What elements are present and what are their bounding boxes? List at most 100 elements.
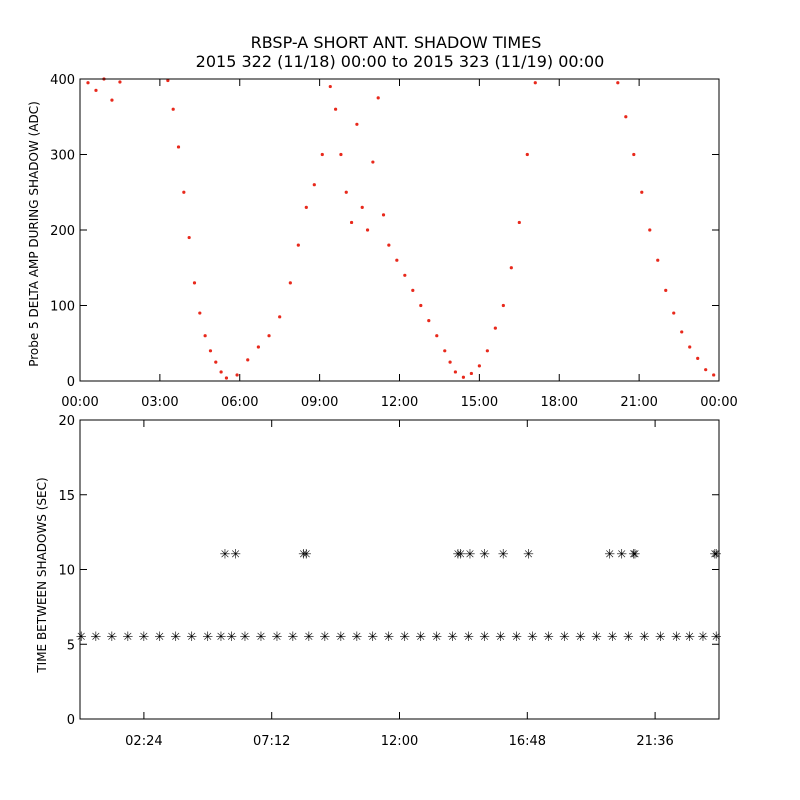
data-point [411, 288, 415, 292]
data-point: ✳ [351, 630, 362, 645]
data-point [208, 349, 213, 353]
bottom-x-axis: 02:24 07:12 12:00 16:48 21:36 [125, 420, 674, 749]
data-point [312, 183, 316, 187]
data-point [267, 334, 271, 338]
data-point [427, 319, 431, 323]
x-tick-label: 12:00 [381, 734, 418, 749]
x-tick-label: 02:24 [125, 734, 162, 749]
data-point: ✳ [684, 630, 695, 645]
data-point: ✳ [698, 630, 709, 645]
data-point [477, 364, 481, 368]
data-point [632, 152, 636, 157]
data-point: ✳ [272, 630, 283, 645]
data-point [166, 78, 170, 83]
data-point: ✳ [447, 630, 458, 645]
data-point [376, 96, 380, 100]
data-point: ✳ [639, 630, 650, 645]
data-point: ✳ [138, 630, 149, 645]
data-point [187, 235, 191, 240]
y-tick-label: 5 [67, 638, 75, 653]
data-point [304, 205, 308, 209]
data-point [640, 190, 644, 194]
data-point [235, 373, 239, 377]
data-point [110, 98, 114, 102]
data-point: ✳ [655, 630, 666, 645]
data-point: ✳ [304, 630, 315, 645]
data-point [501, 303, 505, 308]
data-point: ✳ [288, 630, 299, 645]
data-point: ✳ [479, 630, 490, 645]
data-point [448, 360, 452, 364]
data-point [371, 160, 375, 164]
data-point: ✳ [170, 630, 181, 645]
data-point: ✳ [495, 630, 506, 645]
data-point: ✳ [523, 548, 534, 563]
data-point [381, 213, 386, 217]
data-point: ✳ [240, 630, 251, 645]
data-point: ✳ [623, 630, 634, 645]
data-point: ✳ [604, 548, 615, 563]
data-point [656, 258, 660, 262]
data-point: ✳ [399, 630, 410, 645]
data-point [704, 368, 708, 372]
data-point: ✳ [76, 630, 87, 645]
data-point: ✳ [383, 630, 394, 645]
data-point: ✳ [711, 548, 722, 563]
data-point: ✳ [431, 630, 442, 645]
data-point [403, 273, 407, 277]
x-tick-label: 21:36 [636, 734, 673, 749]
data-point [171, 107, 175, 111]
data-point: ✳ [671, 630, 682, 645]
data-point: ✳ [559, 630, 570, 645]
data-point [493, 326, 497, 330]
data-point [485, 349, 489, 353]
data-point [86, 81, 90, 85]
data-point [672, 311, 676, 315]
data-point: ✳ [630, 548, 641, 563]
data-point: ✳ [463, 630, 474, 645]
data-point [525, 152, 529, 157]
data-point [278, 315, 282, 319]
data-point [192, 281, 197, 285]
data-point: ✳ [220, 548, 231, 563]
data-point: ✳ [710, 548, 721, 563]
data-point [435, 334, 439, 338]
data-point: ✳ [415, 630, 426, 645]
data-point: ✳ [216, 630, 227, 645]
data-point: ✳ [186, 630, 197, 645]
top-y-axis-label: Probe 5 DELTA AMP DURING SHADOW (ADC) [27, 101, 41, 367]
x-tick-label: 12:00 [381, 395, 418, 410]
data-point [198, 311, 202, 315]
data-point [256, 345, 260, 349]
data-point [680, 330, 684, 334]
x-tick-label: 07:12 [253, 734, 290, 749]
data-point [688, 345, 692, 349]
data-point: ✳ [202, 630, 213, 645]
y-tick-label: 15 [58, 489, 75, 504]
data-point [344, 190, 348, 194]
data-point: ✳ [256, 630, 267, 645]
data-point [648, 228, 652, 232]
data-point [509, 266, 513, 270]
data-point [334, 107, 338, 111]
x-tick-label: 00:00 [700, 395, 737, 410]
data-point [517, 220, 521, 225]
bottom-plot-frame [79, 419, 720, 720]
x-tick-label: 06:00 [221, 395, 258, 410]
data-point [118, 80, 122, 84]
data-point: ✳ [154, 630, 165, 645]
data-point: ✳ [591, 630, 602, 645]
data-point [224, 376, 229, 380]
data-point [616, 81, 620, 85]
data-point: ✳ [628, 548, 639, 563]
data-point: ✳ [298, 548, 309, 563]
y-tick-label: 100 [50, 300, 75, 315]
y-tick-label: 300 [50, 149, 75, 164]
data-point: ✳ [616, 548, 627, 563]
data-point [246, 358, 250, 362]
y-tick-label: 20 [58, 414, 75, 429]
data-point: ✳ [91, 630, 102, 645]
data-point: ✳ [575, 630, 586, 645]
data-point [94, 88, 98, 92]
data-point [453, 370, 458, 374]
